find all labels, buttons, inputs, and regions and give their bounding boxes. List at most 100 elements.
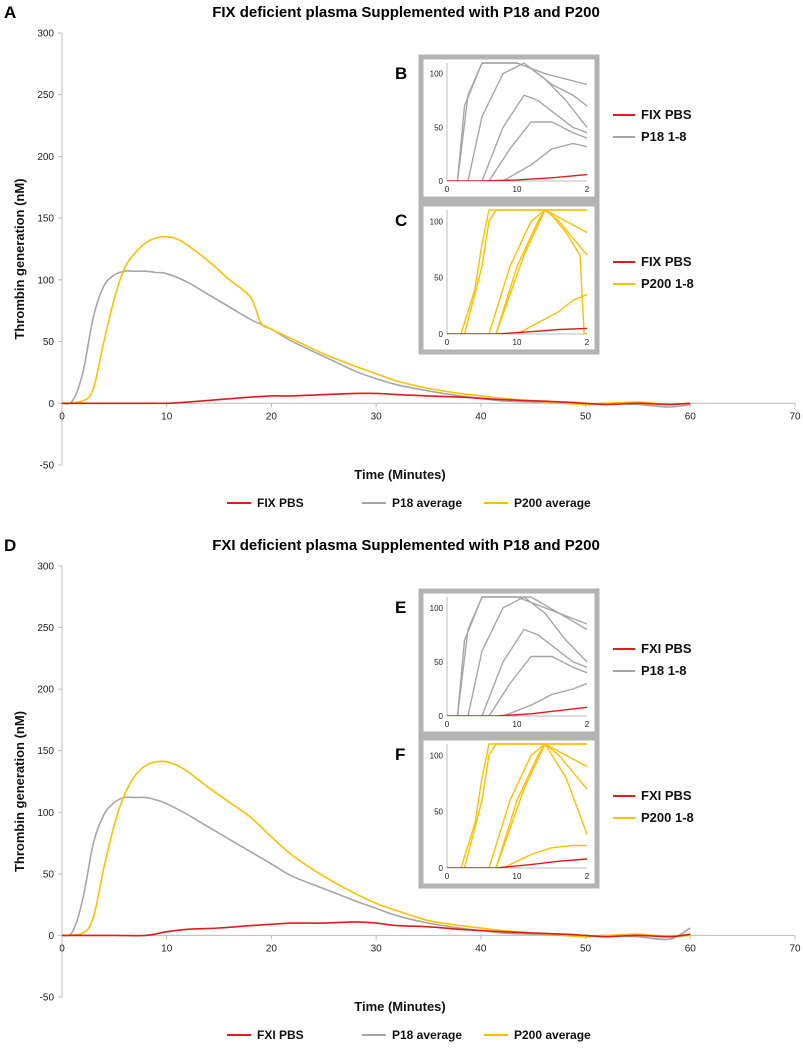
inset-x-tick-label: 10 bbox=[513, 185, 522, 194]
inset-b: B 0 50 100 0 10 2 FIX PBS P18 1-8 bbox=[395, 54, 692, 202]
x-tick-label: 60 bbox=[685, 943, 697, 954]
inset-legend-label: P18 1-8 bbox=[641, 129, 687, 144]
inset-series-line-p200 bbox=[495, 209, 588, 334]
inset-series-line-p18 bbox=[502, 682, 588, 716]
x-tick-label: 0 bbox=[59, 411, 65, 422]
x-tick-label: 50 bbox=[580, 943, 592, 954]
inset-y-tick-label: 0 bbox=[439, 330, 444, 339]
inset-series-line-p200 bbox=[516, 293, 588, 334]
inset-series-line-pbs bbox=[447, 173, 588, 181]
series-line-pbs bbox=[61, 392, 691, 406]
inset-letter: E bbox=[395, 598, 406, 617]
y-tick-label: 0 bbox=[48, 931, 54, 942]
inset-series-group bbox=[447, 743, 588, 868]
inset-legend-label: FIX PBS bbox=[641, 107, 692, 122]
inset-x-tick-label: 0 bbox=[445, 338, 450, 347]
inset-legend-label: FXI PBS bbox=[641, 641, 692, 656]
inset-series-line-p18 bbox=[502, 142, 588, 181]
y-tick-label: 50 bbox=[43, 869, 55, 880]
inset-e: E 0 50 100 0 10 2 FXI PBS P18 1-8 bbox=[395, 588, 692, 737]
x-tick-label: 40 bbox=[475, 411, 487, 422]
chart-title: FXI deficient plasma Supplemented with P… bbox=[212, 537, 600, 554]
inset-y-tick-label: 0 bbox=[439, 864, 444, 873]
inset-frame bbox=[418, 54, 600, 202]
inset-series-line-p200 bbox=[502, 844, 587, 868]
inset-legend-label: P200 1-8 bbox=[641, 810, 694, 825]
x-axis-title: Time (Minutes) bbox=[354, 467, 446, 482]
inset-y-tick-label: 50 bbox=[434, 123, 443, 132]
inset-x-tick-label: 2 bbox=[585, 338, 590, 347]
panel-letter: D bbox=[4, 536, 16, 555]
inset-x-tick-label: 2 bbox=[585, 185, 590, 194]
x-tick-label: 20 bbox=[266, 411, 278, 422]
inset-y-tick-label: 50 bbox=[434, 274, 443, 283]
y-tick-label: 300 bbox=[37, 562, 54, 573]
y-tick-label: 300 bbox=[37, 29, 54, 40]
inset-x-tick-label: 10 bbox=[513, 338, 522, 347]
y-tick-label: 250 bbox=[37, 623, 54, 634]
inset-c: C 0 50 100 0 10 2 FIX PBS P200 1-8 bbox=[395, 201, 694, 355]
inset-letter: C bbox=[395, 211, 407, 230]
y-tick-label: 100 bbox=[37, 275, 54, 286]
inset-y-tick-label: 50 bbox=[434, 808, 443, 817]
y-tick-label: 200 bbox=[37, 152, 54, 163]
inset-y-tick-label: 100 bbox=[430, 751, 444, 760]
y-tick-label: -50 bbox=[40, 461, 55, 472]
x-tick-label: 60 bbox=[685, 411, 697, 422]
inset-legend-label: P18 1-8 bbox=[641, 663, 687, 678]
inset-series-line-p18 bbox=[488, 655, 588, 716]
inset-series-line-p18 bbox=[456, 62, 588, 181]
inset-legend-label: FXI PBS bbox=[641, 788, 692, 803]
legend-label: P200 average bbox=[514, 496, 591, 510]
y-axis-title: Thrombin generation (nM) bbox=[12, 178, 27, 339]
inset-series-line-pbs bbox=[447, 327, 588, 334]
inset-letter: F bbox=[395, 745, 405, 764]
x-tick-label: 50 bbox=[580, 411, 592, 422]
x-tick-label: 0 bbox=[59, 943, 65, 954]
chart-title: FIX deficient plasma Supplemented with P… bbox=[212, 4, 600, 21]
legend-label: P18 average bbox=[392, 496, 462, 510]
inset-y-tick-label: 0 bbox=[439, 712, 444, 721]
inset-frame bbox=[418, 201, 600, 355]
inset-y-tick-label: 100 bbox=[430, 70, 444, 79]
legend-label: P200 average bbox=[514, 1028, 591, 1042]
inset-series-line-p18 bbox=[481, 628, 588, 716]
x-tick-label: 10 bbox=[161, 411, 173, 422]
inset-series-line-p200 bbox=[495, 743, 588, 868]
y-tick-label: 250 bbox=[37, 90, 54, 101]
inset-series-line-p18 bbox=[467, 596, 588, 716]
x-axis-title: Time (Minutes) bbox=[354, 999, 446, 1014]
inset-x-tick-label: 0 bbox=[445, 185, 450, 194]
inset-series-group bbox=[447, 596, 588, 716]
inset-y-tick-label: 100 bbox=[430, 604, 444, 613]
y-tick-label: 200 bbox=[37, 685, 54, 696]
inset-frame bbox=[418, 735, 600, 889]
y-tick-label: 150 bbox=[37, 746, 54, 757]
legend-label: P18 average bbox=[392, 1028, 462, 1042]
series-line-p200 bbox=[61, 235, 691, 406]
y-tick-label: 150 bbox=[37, 214, 54, 225]
inset-series-line-p18 bbox=[467, 62, 588, 181]
inset-x-tick-label: 0 bbox=[445, 872, 450, 881]
inset-series-line-p200 bbox=[463, 209, 587, 334]
inset-letter: B bbox=[395, 64, 407, 83]
inset-x-tick-label: 10 bbox=[513, 720, 522, 729]
x-tick-label: 20 bbox=[266, 943, 278, 954]
inset-series-line-pbs bbox=[447, 858, 588, 868]
x-tick-label: 10 bbox=[161, 943, 173, 954]
x-tick-label: 30 bbox=[371, 411, 383, 422]
inset-x-tick-label: 0 bbox=[445, 720, 450, 729]
y-tick-label: 0 bbox=[48, 399, 54, 410]
inset-legend-label: P200 1-8 bbox=[641, 276, 694, 291]
inset-series-line-pbs bbox=[447, 706, 588, 716]
chart-panel-a: A FIX deficient plasma Supplemented with … bbox=[4, 3, 801, 510]
x-tick-label: 40 bbox=[475, 943, 487, 954]
inset-series-line-p200 bbox=[463, 743, 587, 868]
inset-y-tick-label: 50 bbox=[434, 658, 443, 667]
legend-label: FIX PBS bbox=[257, 496, 304, 510]
inset-legend-label: FIX PBS bbox=[641, 254, 692, 269]
inset-series-line-p18 bbox=[481, 94, 588, 181]
inset-f: F 0 50 100 0 10 2 FXI PBS P200 1-8 bbox=[395, 735, 694, 889]
y-tick-label: -50 bbox=[40, 993, 55, 1004]
